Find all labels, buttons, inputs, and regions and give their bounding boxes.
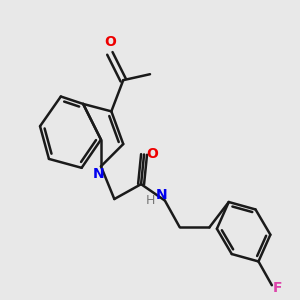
Text: N: N <box>93 167 104 181</box>
Text: O: O <box>146 148 158 161</box>
Text: F: F <box>272 281 282 295</box>
Text: H: H <box>145 194 155 207</box>
Text: N: N <box>156 188 168 202</box>
Text: O: O <box>104 35 116 49</box>
